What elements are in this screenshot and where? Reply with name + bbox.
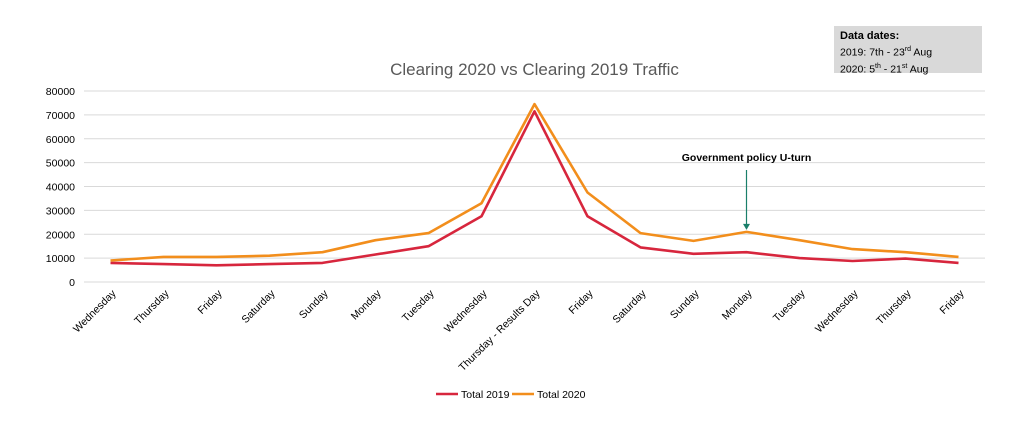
legend-label: Total 2019 — [461, 389, 510, 401]
x-tick-label: Sunday — [297, 287, 331, 321]
chart-title: Clearing 2020 vs Clearing 2019 Traffic — [390, 60, 679, 79]
x-tick-label: Friday — [566, 287, 596, 317]
y-tick-label: 30000 — [46, 205, 75, 217]
y-tick-label: 20000 — [46, 229, 75, 241]
x-tick-label: Monday — [720, 287, 755, 322]
x-tick-label: Wednesday — [813, 287, 861, 335]
y-tick-label: 10000 — [46, 253, 75, 265]
x-tick-label: Wednesday — [442, 287, 490, 335]
y-tick-label: 70000 — [46, 110, 75, 122]
y-tick-label: 40000 — [46, 182, 75, 194]
series-line-total-2020 — [110, 102, 959, 262]
data-dates-2019: 2019: 7th - 23rd Aug — [840, 46, 933, 59]
annotation-label: Government policy U-turn — [682, 152, 812, 164]
x-tick-label: Monday — [349, 287, 384, 322]
x-tick-label: Friday — [937, 287, 967, 317]
x-tick-label: Thursday — [132, 287, 172, 327]
x-tick-label: Friday — [195, 287, 225, 317]
x-tick-label: Tuesday — [771, 287, 808, 324]
data-dates-2020: 2020: 5th - 21st Aug — [840, 62, 929, 76]
data-dates-header: Data dates: — [840, 30, 900, 42]
series-line-total-2019 — [110, 110, 959, 267]
data-dates-box: Data dates: 2019: 7th - 23rd Aug 2020: 5… — [834, 26, 982, 75]
x-tick-label: Saturday — [239, 287, 278, 326]
x-tick-label: Tuesday — [400, 287, 437, 324]
legend-label: Total 2020 — [537, 389, 586, 401]
y-tick-label: 60000 — [46, 134, 75, 146]
y-tick-label: 0 — [69, 277, 75, 289]
y-tick-label: 80000 — [46, 86, 75, 98]
annotation-arrowhead-icon — [743, 223, 750, 230]
x-tick-label: Wednesday — [71, 287, 119, 335]
x-tick-label: Thursday — [874, 287, 914, 327]
x-tick-label: Saturday — [610, 287, 649, 326]
x-tick-label: Sunday — [668, 287, 702, 321]
y-tick-label: 50000 — [46, 158, 75, 170]
